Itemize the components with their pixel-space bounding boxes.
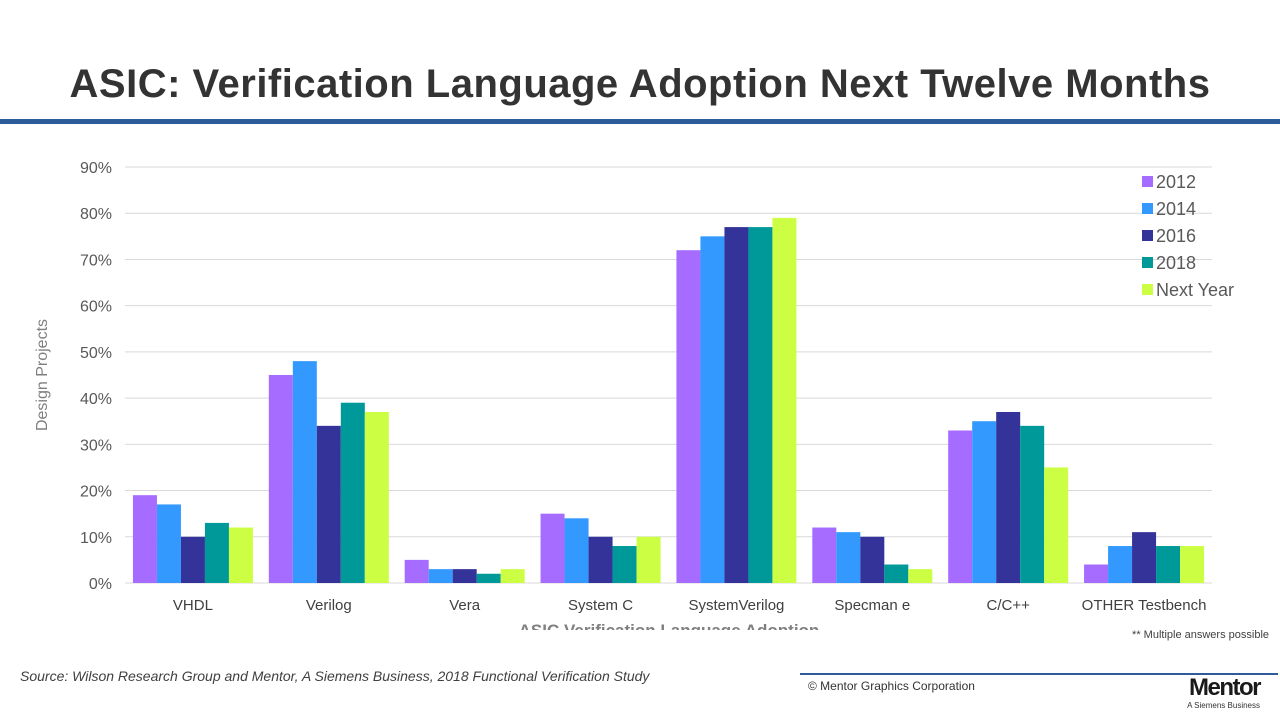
legend-label: 2018: [1156, 253, 1196, 273]
bar: [364, 411, 389, 583]
legend-label: 2012: [1156, 172, 1196, 192]
legend-label: 2014: [1156, 199, 1196, 219]
bar: [156, 504, 181, 583]
category-label: C/C++: [987, 597, 1031, 614]
y-tick-label: 0%: [89, 576, 112, 593]
y-tick-label: 10%: [80, 530, 112, 547]
bar: [132, 495, 157, 583]
bar: [972, 421, 997, 583]
bar: [1156, 546, 1181, 583]
bar: [340, 402, 365, 583]
bar: [1020, 425, 1045, 583]
bar: [204, 522, 229, 583]
bar: [1180, 546, 1205, 583]
bar: [1084, 564, 1109, 583]
category-label: Verilog: [306, 597, 352, 614]
y-tick-label: 80%: [80, 206, 112, 223]
bar: [564, 518, 589, 583]
footer-divider: [800, 673, 1278, 675]
bar: [860, 536, 885, 583]
legend: 2012 2014 2016 2018 Next Year: [1142, 172, 1234, 300]
bar: [452, 569, 477, 583]
category-label: System C: [568, 597, 633, 614]
y-tick-label: 60%: [80, 299, 112, 316]
bar: [812, 527, 837, 583]
category-labels: VHDL Verilog Vera System C SystemVerilog Spec…: [173, 597, 1207, 614]
bar: [948, 430, 973, 583]
logo-name: Mentor: [1189, 674, 1261, 701]
multiple-answers-note: ** Multiple answers possible: [1132, 629, 1269, 641]
bar: [540, 513, 565, 583]
bar: [700, 236, 725, 583]
legend-swatch: [1142, 257, 1153, 268]
bar: [476, 573, 501, 583]
bar: [612, 546, 637, 583]
page-title: ASIC: Verification Language Adoption Nex…: [69, 62, 1211, 106]
bar: [1108, 546, 1133, 583]
y-tick-label: 90%: [80, 160, 112, 177]
legend-swatch: [1142, 284, 1153, 295]
y-tick-labels: 0% 10% 20% 30% 40% 50% 60% 70% 80% 90%: [80, 160, 112, 593]
legend-swatch: [1142, 176, 1153, 187]
bar: [228, 527, 253, 583]
y-tick-label: 70%: [80, 252, 112, 269]
bar: [908, 569, 933, 583]
logo-subtitle: A Siemens Business: [1187, 701, 1260, 710]
bar: [1044, 467, 1069, 583]
x-axis-title: ASIC Verification Language Adoption: [519, 621, 820, 630]
bar: [428, 569, 453, 583]
y-tick-label: 40%: [80, 391, 112, 408]
category-label: SystemVerilog: [689, 597, 785, 614]
legend-label: Next Year: [1156, 280, 1234, 300]
bar: [836, 532, 861, 583]
bar: [884, 564, 909, 583]
legend-label: 2016: [1156, 226, 1196, 246]
source-citation: Source: Wilson Research Group and Mentor…: [20, 668, 650, 684]
bar: [748, 227, 773, 583]
bar: [724, 227, 749, 583]
y-tick-label: 20%: [80, 484, 112, 501]
y-axis-title: Design Projects: [34, 319, 51, 431]
mentor-logo: Mentor A Siemens Business: [1187, 674, 1261, 710]
bars: [132, 217, 1205, 583]
bar-chart: 0% 10% 20% 30% 40% 50% 60% 70% 80% 90% VHDL Verilo…: [34, 160, 1234, 630]
bar: [996, 411, 1021, 583]
category-label: Vera: [449, 597, 481, 614]
bar: [1132, 532, 1157, 583]
bar: [676, 250, 701, 583]
bar: [292, 361, 317, 583]
category-label: Specman e: [834, 597, 910, 614]
bar: [316, 425, 341, 583]
y-tick-label: 30%: [80, 437, 112, 454]
bar: [180, 536, 205, 583]
legend-swatch: [1142, 203, 1153, 214]
copyright-text: © Mentor Graphics Corporation: [808, 679, 975, 693]
bar: [500, 569, 525, 583]
category-label: OTHER Testbench: [1082, 597, 1207, 614]
category-label: VHDL: [173, 597, 213, 614]
legend-swatch: [1142, 230, 1153, 241]
title-divider: [0, 119, 1280, 124]
bar: [404, 559, 429, 583]
bar: [268, 375, 293, 583]
y-tick-label: 50%: [80, 345, 112, 362]
bar: [636, 536, 661, 583]
bar: [772, 217, 797, 583]
bar: [588, 536, 613, 583]
